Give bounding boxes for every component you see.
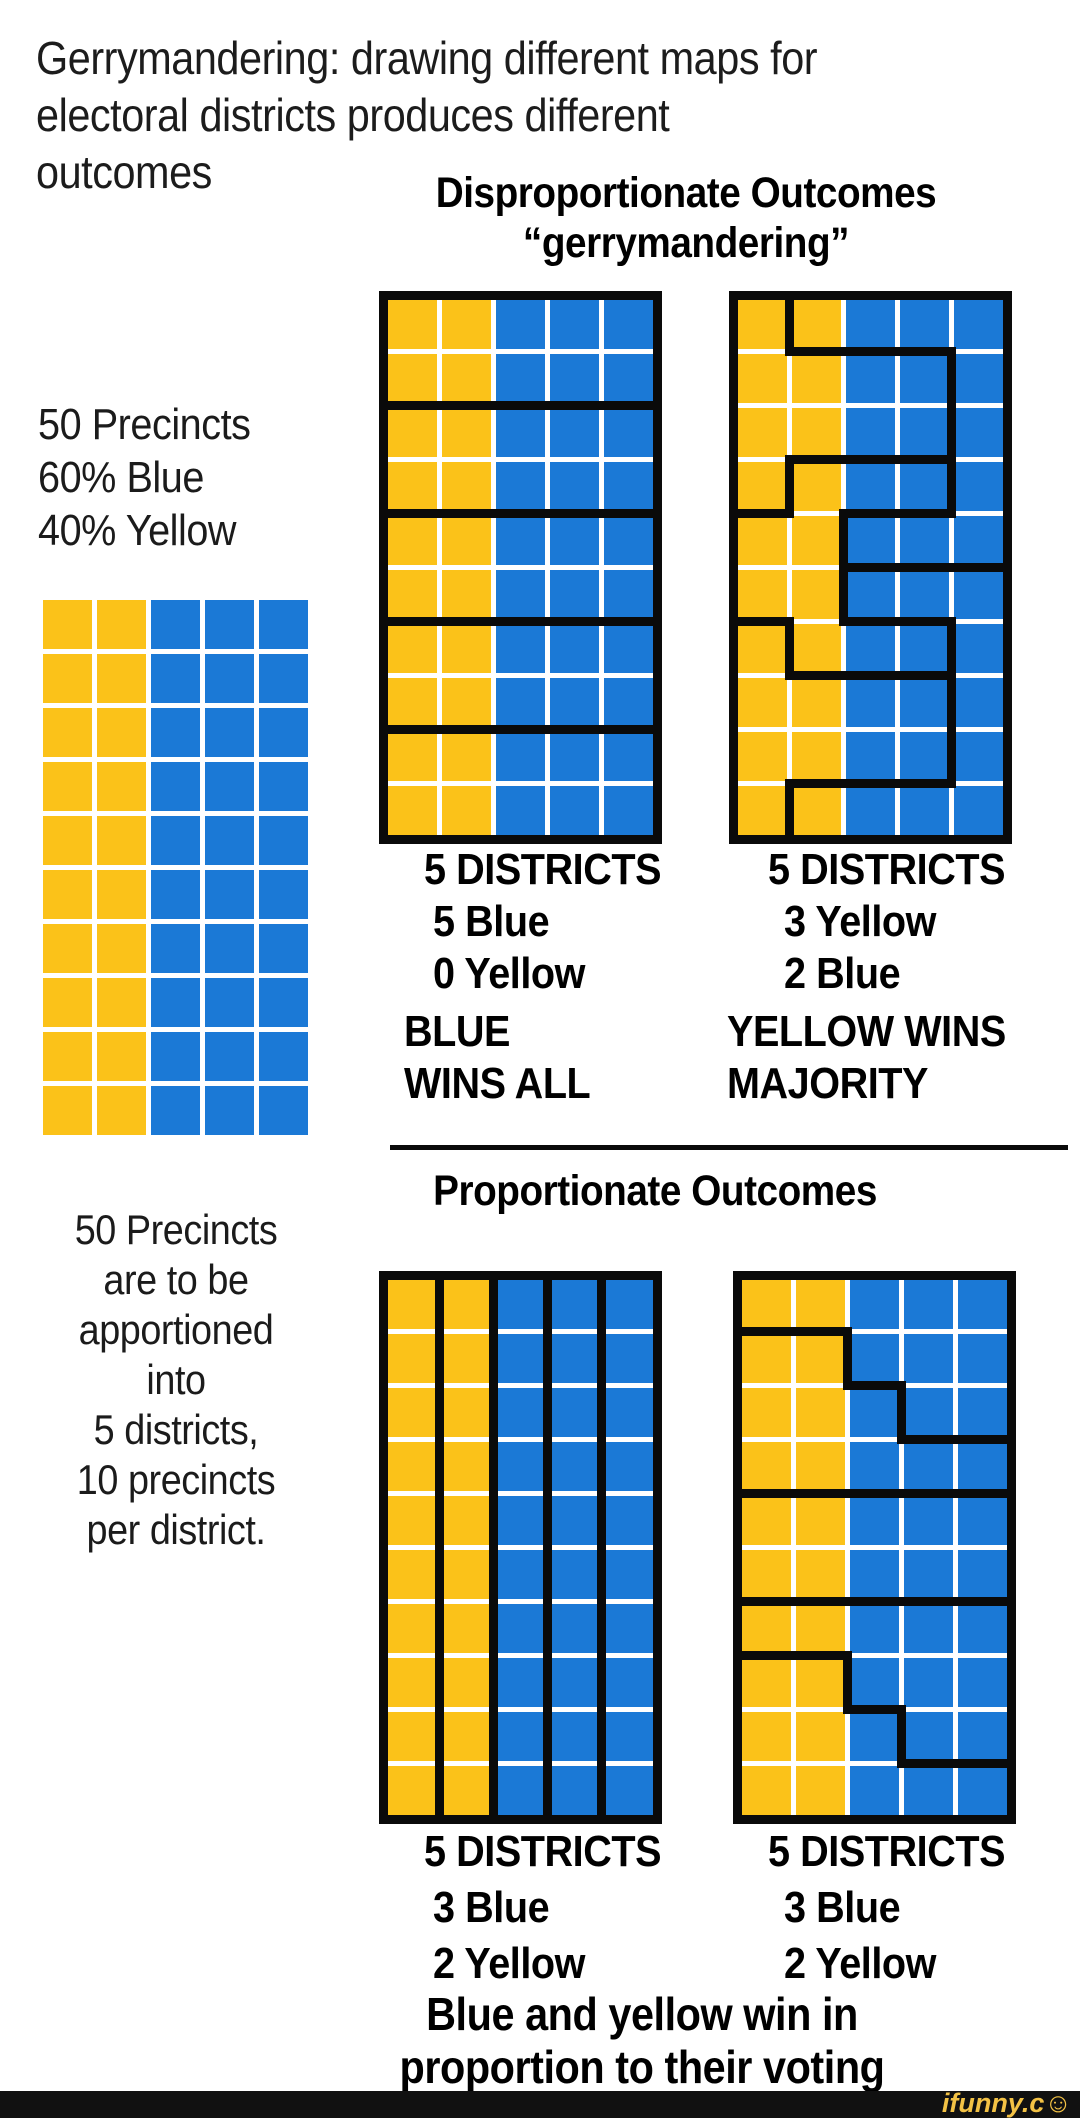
ifunny-watermark: ifunny.c☺ [942,2088,1072,2118]
section-divider [390,1145,1068,1150]
grid-gerrymandered-districts [729,291,1012,844]
disproportionate-heading-line-1: Disproportionate Outcomes [435,169,937,217]
watermark-bar: ifunny.c☺ [0,2088,1080,2118]
prop-steps-districts-label: 5 DISTRICTS [768,1827,1006,1876]
description-line-4: into [146,1356,206,1403]
description-line-3: apportioned [78,1306,274,1353]
gerry-blocks-blue-count: 5 Blue [433,897,550,946]
smiley-icon: ☺ [1044,2088,1072,2118]
disproportionate-heading: Disproportionate Outcomes “gerrymanderin… [416,168,956,268]
grid-blue-wins-all-districts [379,291,662,844]
stat-blue-share: 60% Blue [38,453,204,502]
title-line-2: electoral districts produces different o… [36,89,670,198]
description-line-2: are to be [103,1256,249,1303]
description-line-1: 50 Precincts [74,1206,278,1253]
electorate-stats: 50 Precincts 60% Blue 40% Yellow [38,398,344,557]
proportionate-heading: Proportionate Outcomes [433,1167,877,1215]
proportionality-caption: Blue and yellow win in proportion to the… [316,1988,968,2094]
grid-proportionate-steps [733,1271,1016,1824]
description-line-5: 5 districts, [93,1406,259,1453]
description-line-6: 10 precincts [76,1456,276,1503]
gerry-snake-blue-count: 2 Blue [784,949,901,998]
caption-line-1: Blue and yellow win in [426,1988,858,2040]
page-title: Gerrymandering: drawing different maps f… [36,30,846,201]
gerry-snake-districts-label: 5 DISTRICTS [768,845,1006,894]
caption-line-2: proportion to their voting [399,2041,885,2093]
gerry-blocks-outcome-line-2: WINS ALL [404,1059,591,1108]
description-line-7: per district. [86,1506,266,1553]
stat-yellow-share: 40% Yellow [38,506,237,555]
prop-columns-districts-label: 5 DISTRICTS [424,1827,662,1876]
gerry-snake-outcome-line-2: MAJORITY [727,1059,929,1108]
prop-columns-yellow-count: 2 Yellow [433,1939,585,1988]
disproportionate-heading-line-2: “gerrymandering” [522,219,850,267]
precinct-reference-grid [43,600,308,1135]
apportionment-description: 50 Precincts are to be apportioned into … [18,1205,335,1555]
prop-steps-yellow-count: 2 Yellow [784,1939,936,1988]
gerry-snake-yellow-count: 3 Yellow [784,897,936,946]
stat-precincts: 50 Precincts [38,400,251,449]
prop-columns-blue-count: 3 Blue [433,1883,550,1932]
gerry-snake-outcome-line-1: YELLOW WINS [727,1007,1006,1056]
title-line-1: Gerrymandering: drawing different maps f… [36,32,818,84]
gerry-blocks-outcome-line-1: BLUE [404,1007,511,1056]
watermark-text: ifunny.c [941,2088,1045,2118]
grid-proportionate-columns [379,1271,662,1824]
gerry-blocks-yellow-count: 0 Yellow [433,949,585,998]
prop-steps-blue-count: 3 Blue [784,1883,901,1932]
gerry-blocks-districts-label: 5 DISTRICTS [424,845,662,894]
